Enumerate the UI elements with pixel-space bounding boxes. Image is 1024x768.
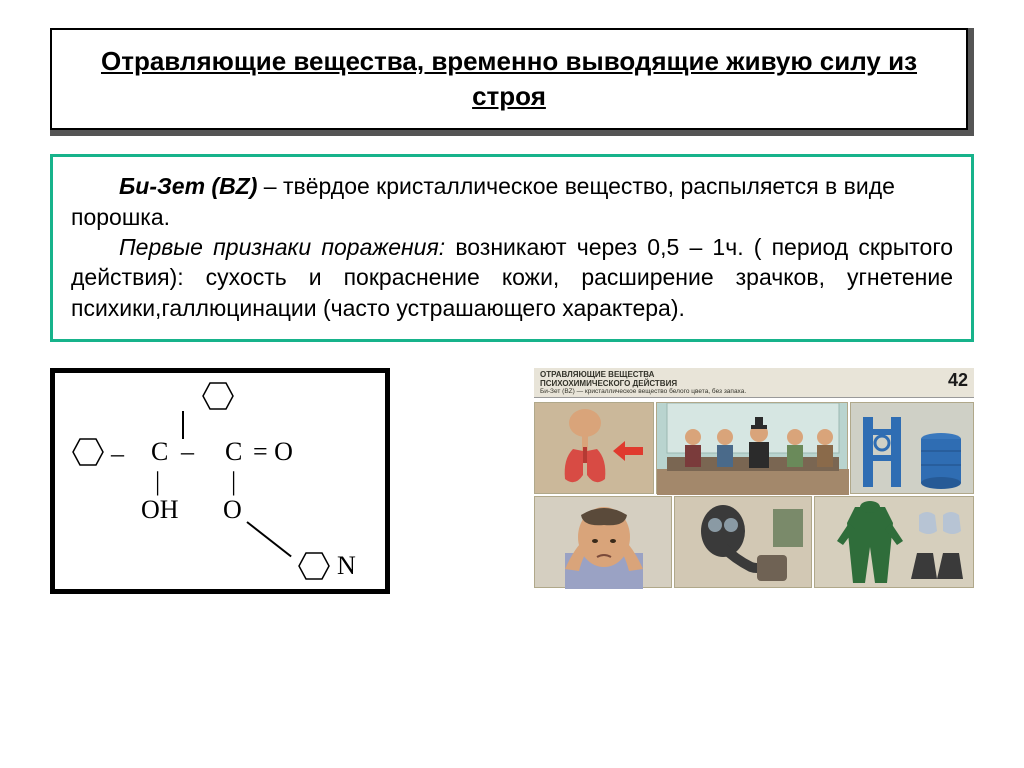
hexagon-icon [201, 381, 235, 411]
headache-icon [535, 497, 673, 589]
slide: Отравляющие вещества, временно выводящие… [0, 0, 1024, 768]
lungs-icon [535, 403, 655, 495]
description-line1: Би-Зет (BZ) – твёрдое кристаллическое ве… [71, 171, 953, 232]
title-box: Отравляющие вещества, временно выводящие… [50, 28, 968, 130]
atom-o: O [223, 495, 242, 525]
description-line2: Первые признаки поражения: возникают чер… [71, 232, 953, 323]
equipment-icon [851, 403, 975, 495]
atom-n: N [337, 551, 356, 581]
panel-equipment [850, 402, 974, 494]
bottom-row: – C – C = O | OH | O N 42 ОТРА [50, 368, 974, 594]
hexagon-icon [71, 437, 105, 467]
agent-name: Би-Зет (BZ) [119, 173, 257, 199]
bond-line [182, 411, 184, 439]
double-bond-o: = O [253, 437, 293, 467]
bond-dash: – [181, 437, 194, 467]
page-title: Отравляющие вещества, временно выводящие… [72, 44, 946, 114]
info-header: 42 ОТРАВЛЯЮЩИЕ ВЕЩЕСТВА ПСИХОХИМИЧЕСКОГО… [534, 368, 974, 398]
panel-suit [814, 496, 974, 588]
panel-headache [534, 496, 672, 588]
bond-line [246, 521, 291, 557]
title-shadow: Отравляющие вещества, временно выводящие… [50, 28, 974, 136]
info-title2: ПСИХОХИМИЧЕСКОГО ДЕЙСТВИЯ [540, 379, 968, 388]
panel-people [656, 402, 848, 494]
atom-c: C [151, 437, 168, 467]
atom-c: C [225, 437, 242, 467]
description-box: Би-Зет (BZ) – твёрдое кристаллическое ве… [50, 154, 974, 342]
signs-label: Первые признаки поражения: [119, 234, 445, 260]
atom-oh: OH [141, 495, 179, 525]
panel-respiratory [534, 402, 654, 494]
bond-pipe: | [155, 467, 160, 497]
suit-icon [815, 497, 975, 589]
info-number: 42 [948, 370, 968, 391]
bond-pipe: | [231, 467, 236, 497]
gasmask-icon [675, 497, 813, 589]
hexagon-icon [297, 551, 331, 581]
info-subtitle: Би-Зет (BZ) — кристаллическое вещество б… [540, 388, 968, 395]
chemical-structure: – C – C = O | OH | O N [50, 368, 390, 594]
panel-gasmask [674, 496, 812, 588]
infographic: 42 ОТРАВЛЯЮЩИЕ ВЕЩЕСТВА ПСИХОХИМИЧЕСКОГО… [534, 368, 974, 588]
bond-dash: – [111, 439, 124, 469]
people-icon [657, 403, 849, 495]
info-title1: ОТРАВЛЯЮЩИЕ ВЕЩЕСТВА [540, 370, 968, 379]
